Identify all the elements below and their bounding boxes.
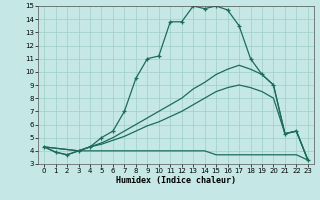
X-axis label: Humidex (Indice chaleur): Humidex (Indice chaleur) [116,176,236,185]
